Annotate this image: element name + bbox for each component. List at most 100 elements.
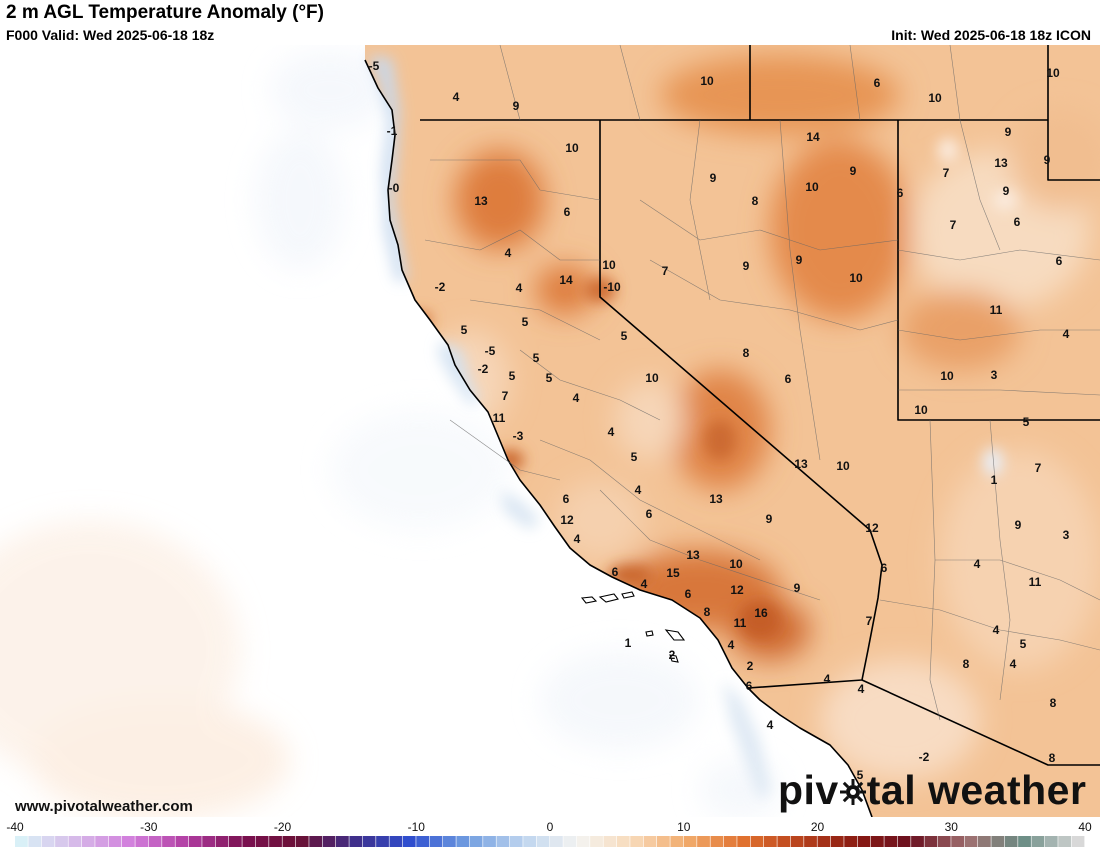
anomaly-label: 15 bbox=[666, 566, 680, 580]
colorbar-tick-labels: -40 -30 -20 -10 0 10 20 30 40 bbox=[6, 820, 1092, 834]
anomaly-label: 11 bbox=[493, 411, 506, 425]
anomaly-label: -0 bbox=[389, 181, 400, 195]
anomaly-label: 4 bbox=[453, 90, 460, 104]
colorbar-cell bbox=[536, 836, 550, 847]
anomaly-label: 4 bbox=[974, 557, 981, 571]
anomaly-label: 6 bbox=[1056, 254, 1063, 268]
anomaly-label: -1 bbox=[387, 124, 398, 138]
anomaly-label: 2 bbox=[669, 648, 676, 662]
anomaly-label: -10 bbox=[603, 280, 621, 294]
colorbar-cell bbox=[81, 836, 95, 847]
colorbar-cell bbox=[229, 836, 242, 847]
anomaly-label: 6 bbox=[646, 507, 653, 521]
brand-text-right: tal weather bbox=[866, 767, 1087, 813]
anomaly-label: 12 bbox=[560, 513, 574, 527]
anomaly-label: 14 bbox=[559, 273, 573, 287]
anomaly-label: 5 bbox=[522, 315, 529, 329]
anomaly-label: 1 bbox=[991, 473, 998, 487]
anomaly-label: 4 bbox=[574, 532, 581, 546]
boundaries bbox=[364, 45, 1100, 817]
anomaly-label: 9 bbox=[766, 512, 773, 526]
colorbar-tick-label: -40 bbox=[6, 820, 24, 834]
colorbar-cell bbox=[322, 836, 336, 847]
colorbar-cell bbox=[1018, 836, 1031, 847]
anomaly-label: 4 bbox=[824, 672, 831, 686]
anomaly-label: 7 bbox=[943, 166, 950, 180]
site-url[interactable]: www.pivotalweather.com bbox=[15, 798, 193, 815]
anomaly-label: 1 bbox=[625, 636, 632, 650]
anomaly-label: 13 bbox=[994, 156, 1008, 170]
colorbar-cell bbox=[1058, 836, 1072, 847]
init-time: Init: Wed 2025-06-18 18z ICON bbox=[891, 27, 1091, 43]
colorbar-cell bbox=[402, 836, 416, 847]
colorbar-tick-label: -30 bbox=[140, 820, 158, 834]
anomaly-label: 8 bbox=[743, 346, 750, 360]
anomaly-label: 6 bbox=[564, 205, 571, 219]
anomaly-label: 8 bbox=[752, 194, 759, 208]
colorbar-cell bbox=[991, 836, 1005, 847]
anomaly-label: 5 bbox=[546, 371, 553, 385]
colorbar-cell bbox=[710, 836, 724, 847]
colorbar-tick-label: -20 bbox=[274, 820, 292, 834]
colorbar-cell bbox=[951, 836, 965, 847]
anomaly-label: 10 bbox=[645, 371, 659, 385]
colorbar-cell bbox=[884, 836, 898, 847]
colorbar-cell bbox=[336, 836, 349, 847]
anomaly-label: 2 bbox=[747, 659, 754, 673]
anomaly-label: 13 bbox=[474, 194, 488, 208]
colorbar-cell bbox=[1004, 836, 1018, 847]
anomaly-label: 6 bbox=[874, 76, 881, 90]
anomaly-label: 16 bbox=[754, 606, 768, 620]
colorbar-cell bbox=[55, 836, 68, 847]
anomaly-label: 5 bbox=[621, 329, 628, 343]
sun-gear-icon bbox=[839, 779, 866, 805]
anomaly-label: 9 bbox=[794, 581, 801, 595]
anomaly-label: 6 bbox=[746, 679, 753, 693]
colorbar-tick-label: 40 bbox=[1078, 820, 1092, 834]
colorbar-cell bbox=[790, 836, 804, 847]
colorbar-tick-label: 0 bbox=[547, 820, 554, 834]
colorbar-cell bbox=[576, 836, 590, 847]
anomaly-label: 10 bbox=[1046, 66, 1060, 80]
anomaly-label: 4 bbox=[1063, 327, 1070, 341]
anomaly-label: 4 bbox=[1010, 657, 1017, 671]
county-lines bbox=[424, 45, 1100, 721]
anomaly-label: 7 bbox=[1035, 461, 1042, 475]
colorbar-cell bbox=[483, 836, 496, 847]
brand-text-left: piv bbox=[778, 767, 839, 813]
colorbar-cell bbox=[603, 836, 617, 847]
colorbar-cell bbox=[41, 836, 55, 847]
anomaly-label: 7 bbox=[662, 264, 669, 278]
anomaly-label: 10 bbox=[565, 141, 579, 155]
colorbar-cell bbox=[255, 836, 269, 847]
colorbar-cell bbox=[376, 836, 389, 847]
colorbar-cell bbox=[242, 836, 256, 847]
colorbar-cell bbox=[643, 836, 657, 847]
anomaly-label: 11 bbox=[1029, 575, 1042, 589]
anomaly-label: -3 bbox=[513, 429, 524, 443]
anomaly-label: 4 bbox=[505, 246, 512, 260]
anomaly-label: 9 bbox=[710, 171, 717, 185]
colorbar-cell bbox=[563, 836, 577, 847]
colorbar-cell bbox=[657, 836, 670, 847]
anomaly-label: 12 bbox=[865, 521, 879, 535]
anomaly-label: 6 bbox=[785, 372, 792, 386]
colorbar-cell bbox=[924, 836, 938, 847]
valid-time: F000 Valid: Wed 2025-06-18 18z bbox=[6, 27, 215, 43]
colorbar-cell bbox=[15, 836, 28, 847]
colorbar-cell bbox=[857, 836, 871, 847]
colorbar-cell bbox=[844, 836, 858, 847]
anomaly-label: 6 bbox=[881, 561, 888, 575]
colorbar-cell bbox=[937, 836, 951, 847]
colorbar-cell bbox=[269, 836, 282, 847]
anomaly-label: 13 bbox=[709, 492, 723, 506]
anomaly-label: 4 bbox=[608, 425, 615, 439]
channel-islands bbox=[580, 591, 686, 663]
state-borders bbox=[420, 45, 1100, 766]
anomaly-label: 4 bbox=[641, 577, 648, 591]
colorbar-cell bbox=[162, 836, 175, 847]
anomaly-label: 8 bbox=[963, 657, 970, 671]
colorbar-cell bbox=[456, 836, 470, 847]
